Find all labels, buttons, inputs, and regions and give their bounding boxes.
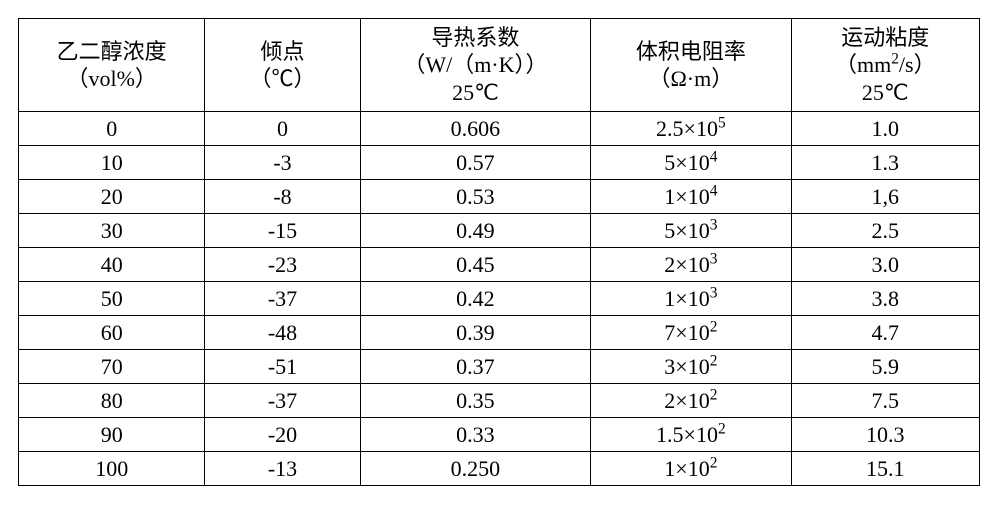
header-line1: 倾点 xyxy=(261,39,305,64)
table-cell: 0.33 xyxy=(360,418,590,452)
table-row: 20-80.531×1041,6 xyxy=(19,180,980,214)
col-header-viscosity: 运动粘度 （mm2/s） 25℃ xyxy=(791,19,979,112)
header-line1: 导热系数 xyxy=(431,25,519,50)
table-cell: 7×102 xyxy=(591,316,791,350)
table-cell: 1,6 xyxy=(791,180,979,214)
table-cell: 70 xyxy=(19,350,205,384)
table-cell: 80 xyxy=(19,384,205,418)
header-line2: （Ω·m） xyxy=(648,66,733,91)
table-row: 100-130.2501×10215.1 xyxy=(19,452,980,486)
table-cell: -15 xyxy=(205,214,360,248)
table-row: 70-510.373×1025.9 xyxy=(19,350,980,384)
header-row: 乙二醇浓度 （vol%） 倾点 （℃） 导热系数 （W/（m·K）） 25℃ 体… xyxy=(19,19,980,112)
table-cell: 50 xyxy=(19,282,205,316)
table-row: 50-370.421×1033.8 xyxy=(19,282,980,316)
table-cell: 1×102 xyxy=(591,452,791,486)
table-cell: -23 xyxy=(205,248,360,282)
table-cell: 2×102 xyxy=(591,384,791,418)
table-cell: 0 xyxy=(205,112,360,146)
header-line2: （℃） xyxy=(250,66,316,91)
table-cell: 2.5 xyxy=(791,214,979,248)
table-cell: 2.5×105 xyxy=(591,112,791,146)
table-cell: 10 xyxy=(19,146,205,180)
col-header-resistivity: 体积电阻率 （Ω·m） xyxy=(591,19,791,112)
table-row: 80-370.352×1027.5 xyxy=(19,384,980,418)
table-cell: 10.3 xyxy=(791,418,979,452)
table-cell: 0.39 xyxy=(360,316,590,350)
table-cell: 0.57 xyxy=(360,146,590,180)
table-cell: 1×104 xyxy=(591,180,791,214)
table-cell: 0.37 xyxy=(360,350,590,384)
table-cell: -48 xyxy=(205,316,360,350)
col-header-concentration: 乙二醇浓度 （vol%） xyxy=(19,19,205,112)
table-cell: 90 xyxy=(19,418,205,452)
col-header-pour-point: 倾点 （℃） xyxy=(205,19,360,112)
table-cell: 30 xyxy=(19,214,205,248)
table-cell: -51 xyxy=(205,350,360,384)
header-line2: （W/（m·K）） xyxy=(403,52,547,77)
table-cell: 15.1 xyxy=(791,452,979,486)
header-line1: 体积电阻率 xyxy=(636,39,746,64)
header-line1: 乙二醇浓度 xyxy=(57,39,167,64)
table-cell: 100 xyxy=(19,452,205,486)
header-line2: （vol%） xyxy=(66,66,156,91)
table-cell: 60 xyxy=(19,316,205,350)
table-cell: -37 xyxy=(205,384,360,418)
table-cell: -37 xyxy=(205,282,360,316)
table-row: 000.6062.5×1051.0 xyxy=(19,112,980,146)
table-cell: 5.9 xyxy=(791,350,979,384)
properties-table: 乙二醇浓度 （vol%） 倾点 （℃） 导热系数 （W/（m·K）） 25℃ 体… xyxy=(18,18,980,486)
header-line3: 25℃ xyxy=(452,80,499,105)
table-cell: -20 xyxy=(205,418,360,452)
table-cell: -8 xyxy=(205,180,360,214)
table-cell: 1×103 xyxy=(591,282,791,316)
table-cell: -13 xyxy=(205,452,360,486)
table-cell: 4.7 xyxy=(791,316,979,350)
table-cell: 1.5×102 xyxy=(591,418,791,452)
table-cell: 0.42 xyxy=(360,282,590,316)
table-cell: 20 xyxy=(19,180,205,214)
table-cell: 0.53 xyxy=(360,180,590,214)
table-cell: 1.0 xyxy=(791,112,979,146)
table-cell: 0.49 xyxy=(360,214,590,248)
table-cell: -3 xyxy=(205,146,360,180)
table-cell: 40 xyxy=(19,248,205,282)
table-cell: 5×103 xyxy=(591,214,791,248)
table-row: 10-30.575×1041.3 xyxy=(19,146,980,180)
table-cell: 7.5 xyxy=(791,384,979,418)
table-cell: 0.35 xyxy=(360,384,590,418)
table-cell: 0.45 xyxy=(360,248,590,282)
table-cell: 2×103 xyxy=(591,248,791,282)
table-cell: 3×102 xyxy=(591,350,791,384)
header-line2: （mm2/s） xyxy=(835,52,936,77)
table-cell: 1.3 xyxy=(791,146,979,180)
table-cell: 0.250 xyxy=(360,452,590,486)
table-row: 40-230.452×1033.0 xyxy=(19,248,980,282)
table-cell: 3.0 xyxy=(791,248,979,282)
table-row: 90-200.331.5×10210.3 xyxy=(19,418,980,452)
col-header-thermal-conductivity: 导热系数 （W/（m·K）） 25℃ xyxy=(360,19,590,112)
table-body: 000.6062.5×1051.010-30.575×1041.320-80.5… xyxy=(19,112,980,486)
table-row: 60-480.397×1024.7 xyxy=(19,316,980,350)
table-row: 30-150.495×1032.5 xyxy=(19,214,980,248)
table-cell: 3.8 xyxy=(791,282,979,316)
header-line1: 运动粘度 xyxy=(841,25,929,50)
table-cell: 5×104 xyxy=(591,146,791,180)
table-cell: 0 xyxy=(19,112,205,146)
table-cell: 0.606 xyxy=(360,112,590,146)
header-line3: 25℃ xyxy=(862,80,909,105)
